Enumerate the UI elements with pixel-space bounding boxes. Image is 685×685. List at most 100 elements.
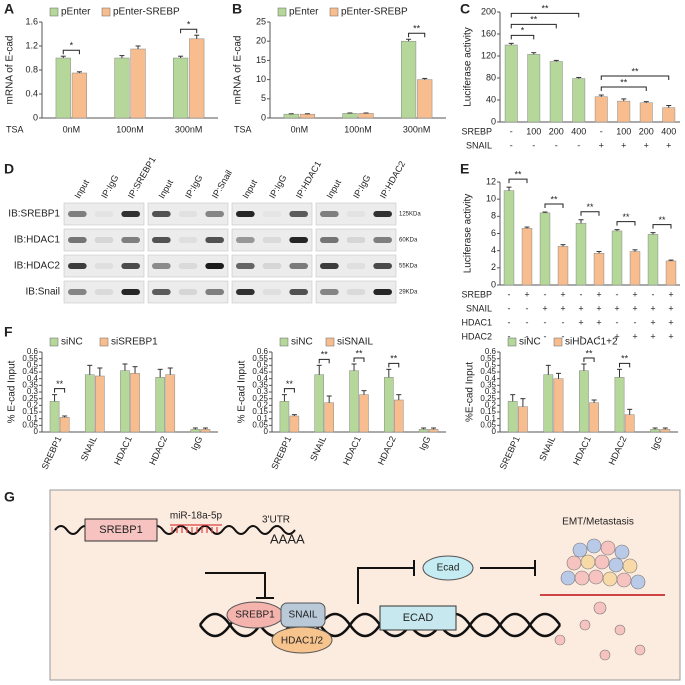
bar (384, 377, 394, 433)
condition-value: + (644, 140, 649, 150)
y-tick-label: 0 (491, 116, 496, 126)
condition-value: + (621, 140, 626, 150)
bar (314, 374, 324, 433)
bar (572, 78, 586, 123)
y-tick-label: 0.3 (257, 387, 269, 396)
y-tick-label: 1.6 (25, 16, 38, 26)
bar (629, 251, 641, 286)
bar (617, 100, 631, 123)
blot-band (121, 237, 140, 243)
cell (586, 538, 602, 554)
cell (579, 619, 591, 631)
blot-band (205, 237, 224, 243)
y-tick-label: 0.1 (485, 414, 497, 423)
bar (417, 79, 433, 119)
gene-label: SREBP1 (99, 524, 142, 536)
condition-value: 200 (639, 126, 654, 136)
sig-label: ** (631, 66, 639, 76)
condition-value: + (668, 331, 673, 341)
y-tick-label: 8 (491, 211, 496, 221)
sig-label: ** (390, 354, 398, 364)
protein-label: SREBP1 (235, 610, 275, 621)
panel-label: C (460, 1, 470, 17)
blot-band (178, 289, 198, 295)
y-tick-label: 0.2 (257, 400, 269, 409)
x-tick-label: HDAC1 (571, 435, 593, 467)
sig-bracket (600, 75, 670, 81)
sig-label: ** (56, 379, 64, 389)
lane-label: Input (324, 177, 343, 200)
y-axis-label: mRNA of E-cad (233, 36, 244, 105)
legend-label: siSNAIL (337, 337, 374, 348)
sig-bracket (616, 221, 636, 226)
blot-background (147, 280, 229, 304)
x-tick-label: IgG (417, 435, 432, 452)
condition-value: - (600, 126, 603, 136)
activation (357, 560, 415, 604)
bar (647, 234, 659, 286)
condition-value: + (614, 331, 619, 341)
blot-band (262, 237, 282, 243)
y-tick-label: 0.4 (257, 374, 269, 383)
sig-label: ** (585, 348, 593, 358)
y-tick-label: 6 (491, 228, 496, 238)
y-tick-label: 0.6 (257, 347, 269, 356)
legend-label: siNC (519, 337, 541, 348)
condition-value: + (668, 303, 673, 313)
size-label: 60KDa (399, 238, 418, 244)
bar (190, 429, 201, 433)
blot-band (94, 211, 114, 217)
y-tick-label: 0.55 (480, 354, 496, 363)
cell (622, 558, 638, 574)
y-tick-label: 1.2 (25, 40, 38, 50)
condition-value: + (614, 303, 619, 313)
cell (554, 634, 566, 646)
y-tick-label: 10 (256, 74, 266, 84)
y-tick-label: 0.55 (252, 354, 268, 363)
cell (566, 555, 582, 571)
bar (527, 54, 541, 123)
blot-band (68, 263, 87, 269)
blot-band (236, 237, 255, 243)
sig-label: ** (658, 215, 666, 225)
condition-value: 200 (549, 126, 564, 136)
bar (189, 38, 205, 119)
blot-background (231, 254, 313, 278)
condition-value: + (666, 140, 671, 150)
x-tick-label: 300nM (403, 124, 431, 134)
blot-band (320, 289, 339, 295)
bar (589, 402, 599, 433)
blot-band (346, 263, 366, 269)
bar (49, 401, 60, 433)
condition-value: - (598, 331, 601, 341)
y-tick-label: 0.55 (22, 354, 38, 363)
condition-value: + (668, 289, 673, 299)
y-tick-label: 0.15 (22, 407, 38, 416)
condition-name: SREBP (461, 289, 492, 299)
cell (634, 644, 646, 656)
sig-label: * (70, 41, 74, 51)
y-tick-label: 0.3 (27, 387, 39, 396)
condition-value: + (560, 303, 565, 313)
bar (639, 102, 653, 123)
sig-bracket (318, 358, 330, 364)
bar (539, 212, 551, 286)
condition-value: + (596, 317, 601, 327)
legend-label: pEnter-SREBP (341, 7, 408, 18)
x-axis-label: TSA (234, 124, 252, 134)
blot-background (315, 228, 397, 252)
bar (549, 61, 563, 123)
blot-band (68, 211, 87, 217)
x-tick-label: 100nM (116, 124, 144, 134)
y-tick-label: 0.25 (22, 394, 38, 403)
cell (608, 557, 624, 573)
cell (560, 570, 576, 586)
x-tick-label: 0nM (63, 124, 81, 134)
condition-value: + (632, 303, 637, 313)
panel-label: E (460, 161, 469, 177)
bar (130, 48, 146, 119)
legend-label: siNC (61, 337, 83, 348)
panel-label: F (4, 324, 13, 340)
bar (611, 230, 623, 286)
x-tick-label: SNAIL (537, 435, 557, 463)
